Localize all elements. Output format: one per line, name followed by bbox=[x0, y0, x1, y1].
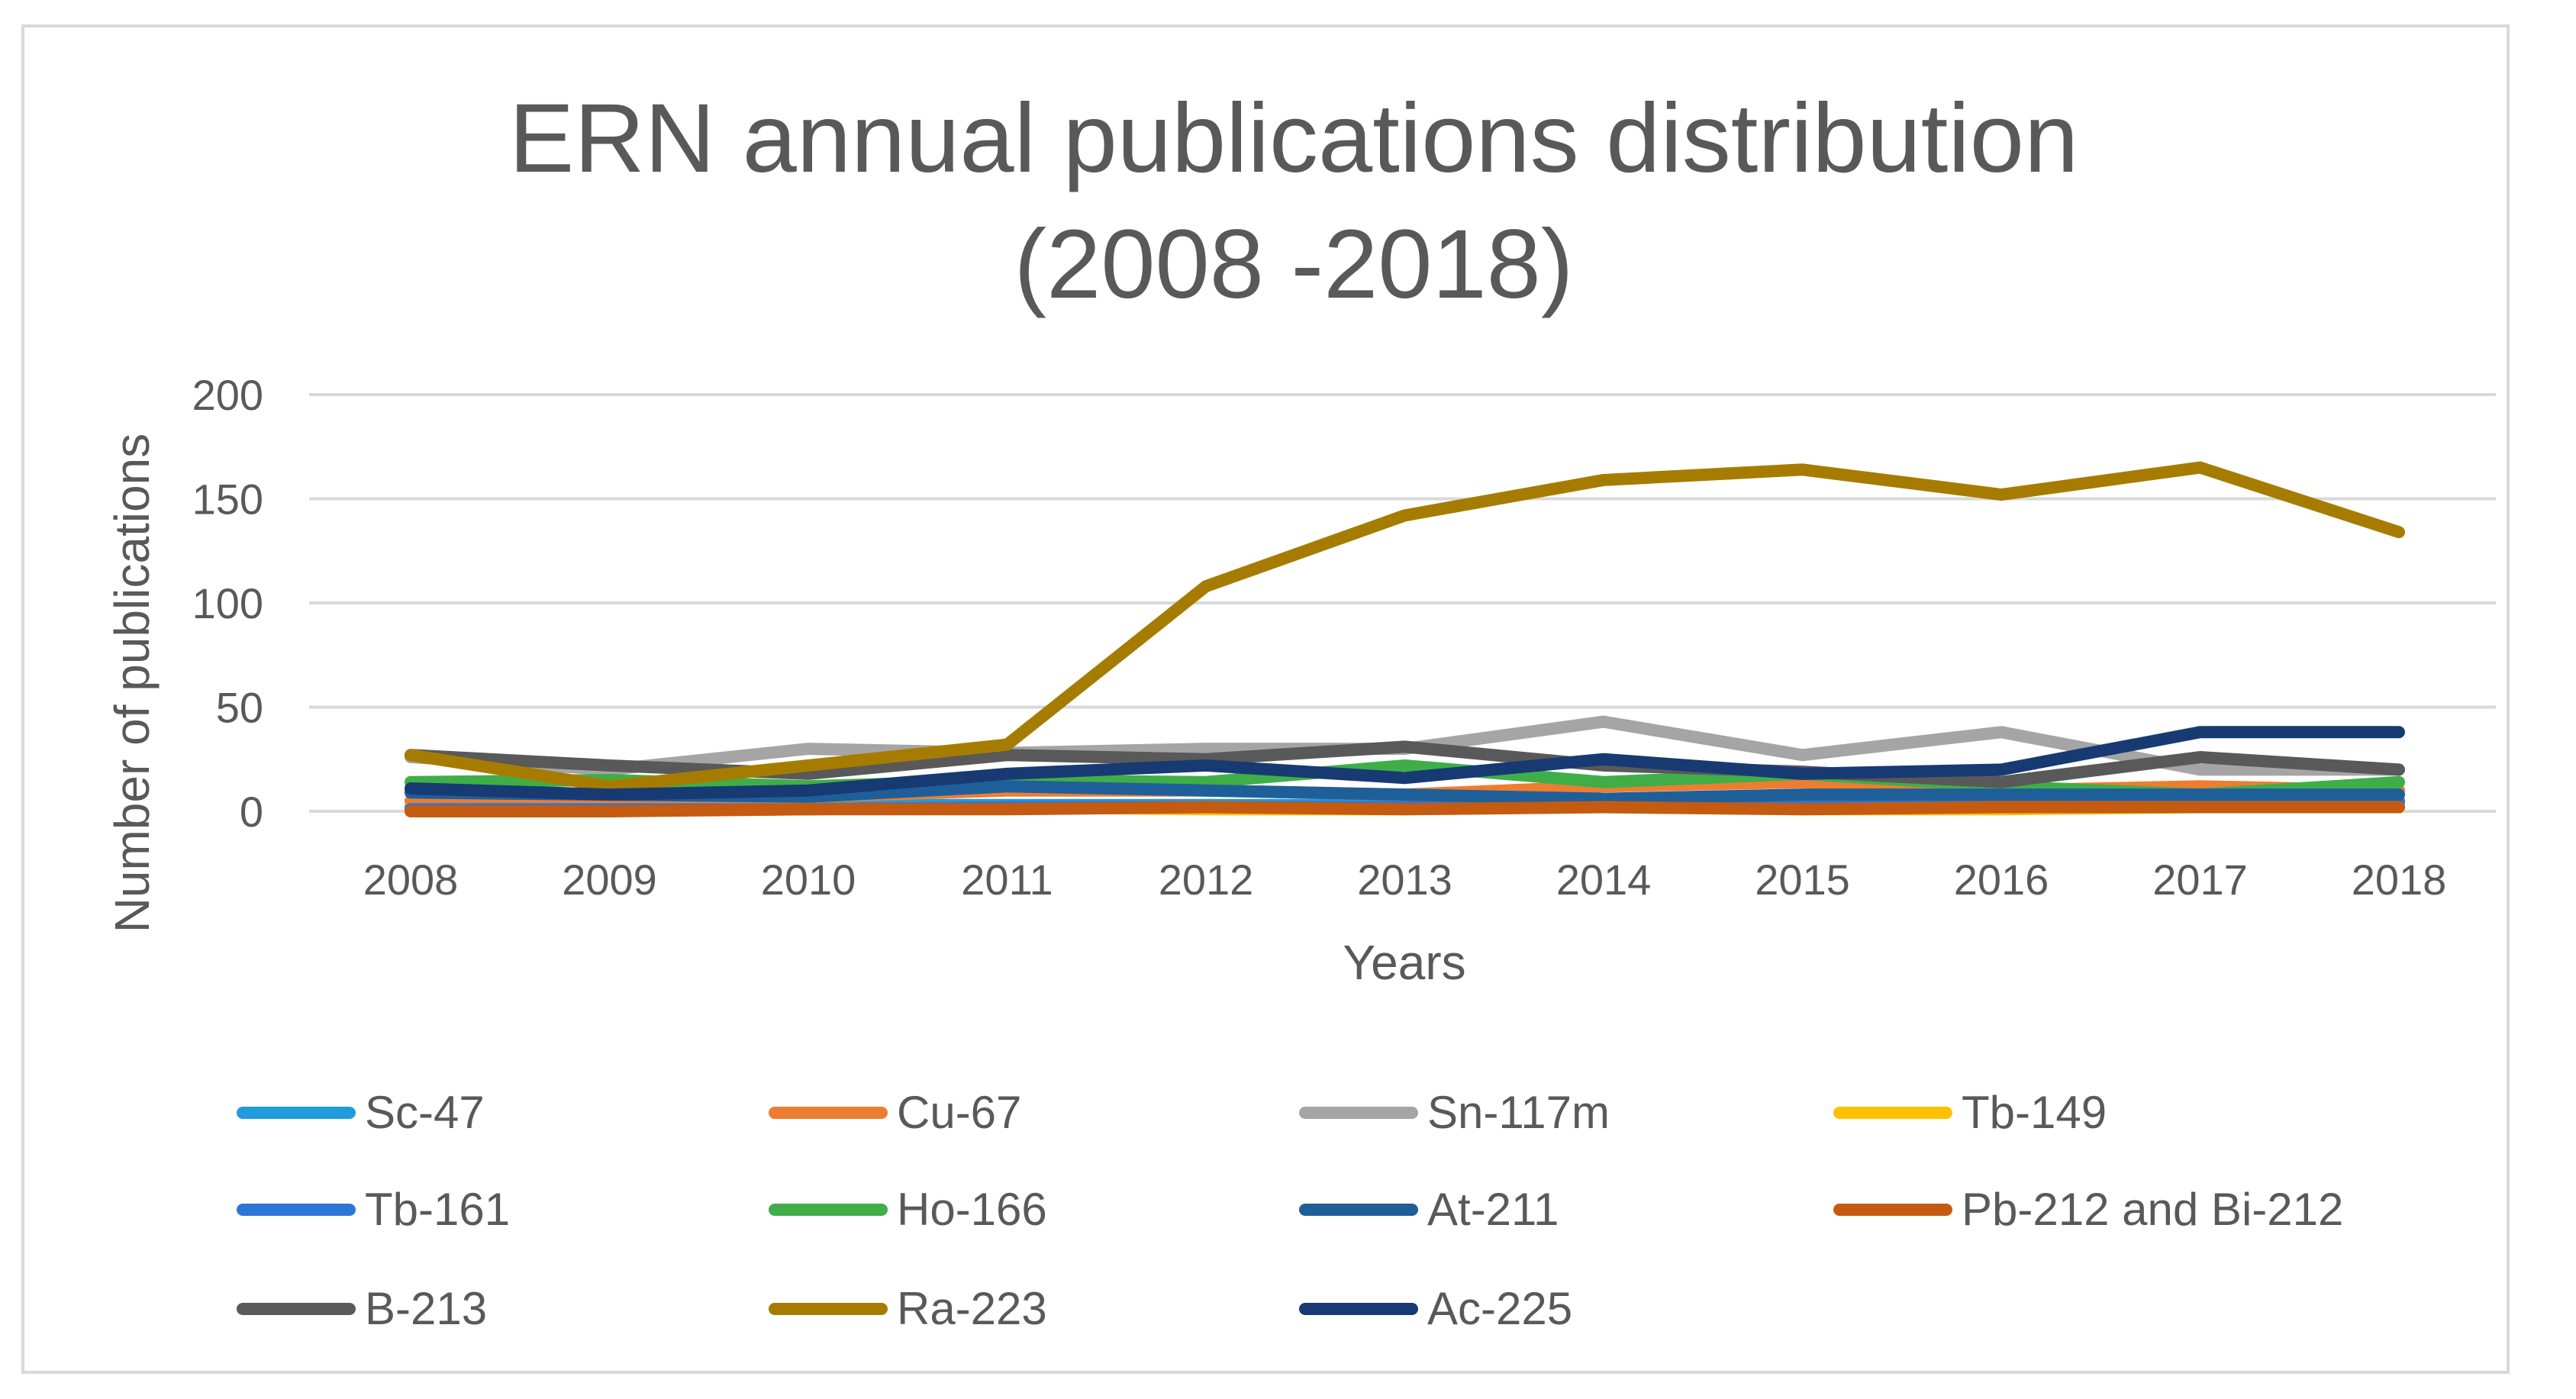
x-tick-labels: 2008 2009 2010 2011 2012 2013 2014 2015 2016 2017… bbox=[363, 856, 2447, 904]
chart-frame bbox=[21, 24, 2510, 1374]
x-tick-label: 2015 bbox=[1755, 856, 1850, 904]
y-tick-label: 200 bbox=[192, 371, 263, 419]
y-tick-label: 0 bbox=[240, 788, 263, 836]
legend-label: Pb-212 and Bi-212 bbox=[1962, 1184, 2343, 1235]
chart-title-line-1: ERN annual publications distribution bbox=[509, 84, 2078, 193]
legend-label: Ac-225 bbox=[1427, 1283, 1572, 1334]
x-tick-label: 2009 bbox=[562, 856, 657, 904]
x-tick-label: 2014 bbox=[1556, 856, 1652, 904]
y-axis-label: Number of publications bbox=[105, 434, 160, 933]
legend-label: Tb-149 bbox=[1962, 1087, 2107, 1138]
y-tick-label: 50 bbox=[216, 684, 263, 732]
legend-label: Cu-67 bbox=[897, 1087, 1021, 1138]
x-tick-label: 2018 bbox=[2352, 856, 2447, 904]
legend-label: Ho-166 bbox=[897, 1184, 1047, 1235]
series-lines bbox=[405, 461, 2405, 817]
legend-label: Ra-223 bbox=[897, 1283, 1047, 1334]
x-tick-label: 2012 bbox=[1159, 856, 1254, 904]
x-tick-label: 2010 bbox=[761, 856, 856, 904]
y-tick-labels: 0 50 100 150 200 bbox=[192, 371, 263, 836]
x-axis-label: Years bbox=[1343, 935, 1465, 990]
x-tick-label: 2016 bbox=[1954, 856, 2049, 904]
series-line-pb-212-and-bi-212 bbox=[405, 801, 2405, 817]
y-tick-label: 100 bbox=[192, 579, 263, 627]
x-tick-label: 2011 bbox=[961, 856, 1053, 904]
legend-label: At-211 bbox=[1427, 1184, 1559, 1235]
x-tick-label: 2008 bbox=[363, 856, 459, 904]
series-line-ra-223 bbox=[405, 461, 2405, 793]
x-tick-label: 2013 bbox=[1357, 856, 1452, 904]
legend-label: B-213 bbox=[365, 1283, 487, 1334]
y-tick-label: 150 bbox=[192, 475, 263, 524]
legend-label: Sn-117m bbox=[1427, 1087, 1610, 1138]
legend: Sc-47 Cu-67 Sn-117m Tb-149 Tb-161 Ho-166 At-21… bbox=[237, 1087, 2343, 1334]
legend-label: Tb-161 bbox=[365, 1184, 510, 1235]
x-tick-label: 2017 bbox=[2152, 856, 2248, 904]
series-line-ac-225 bbox=[405, 726, 2405, 801]
legend-label: Sc-47 bbox=[365, 1087, 485, 1138]
chart-title-line-2: (2008 -2018) bbox=[1014, 210, 1574, 319]
